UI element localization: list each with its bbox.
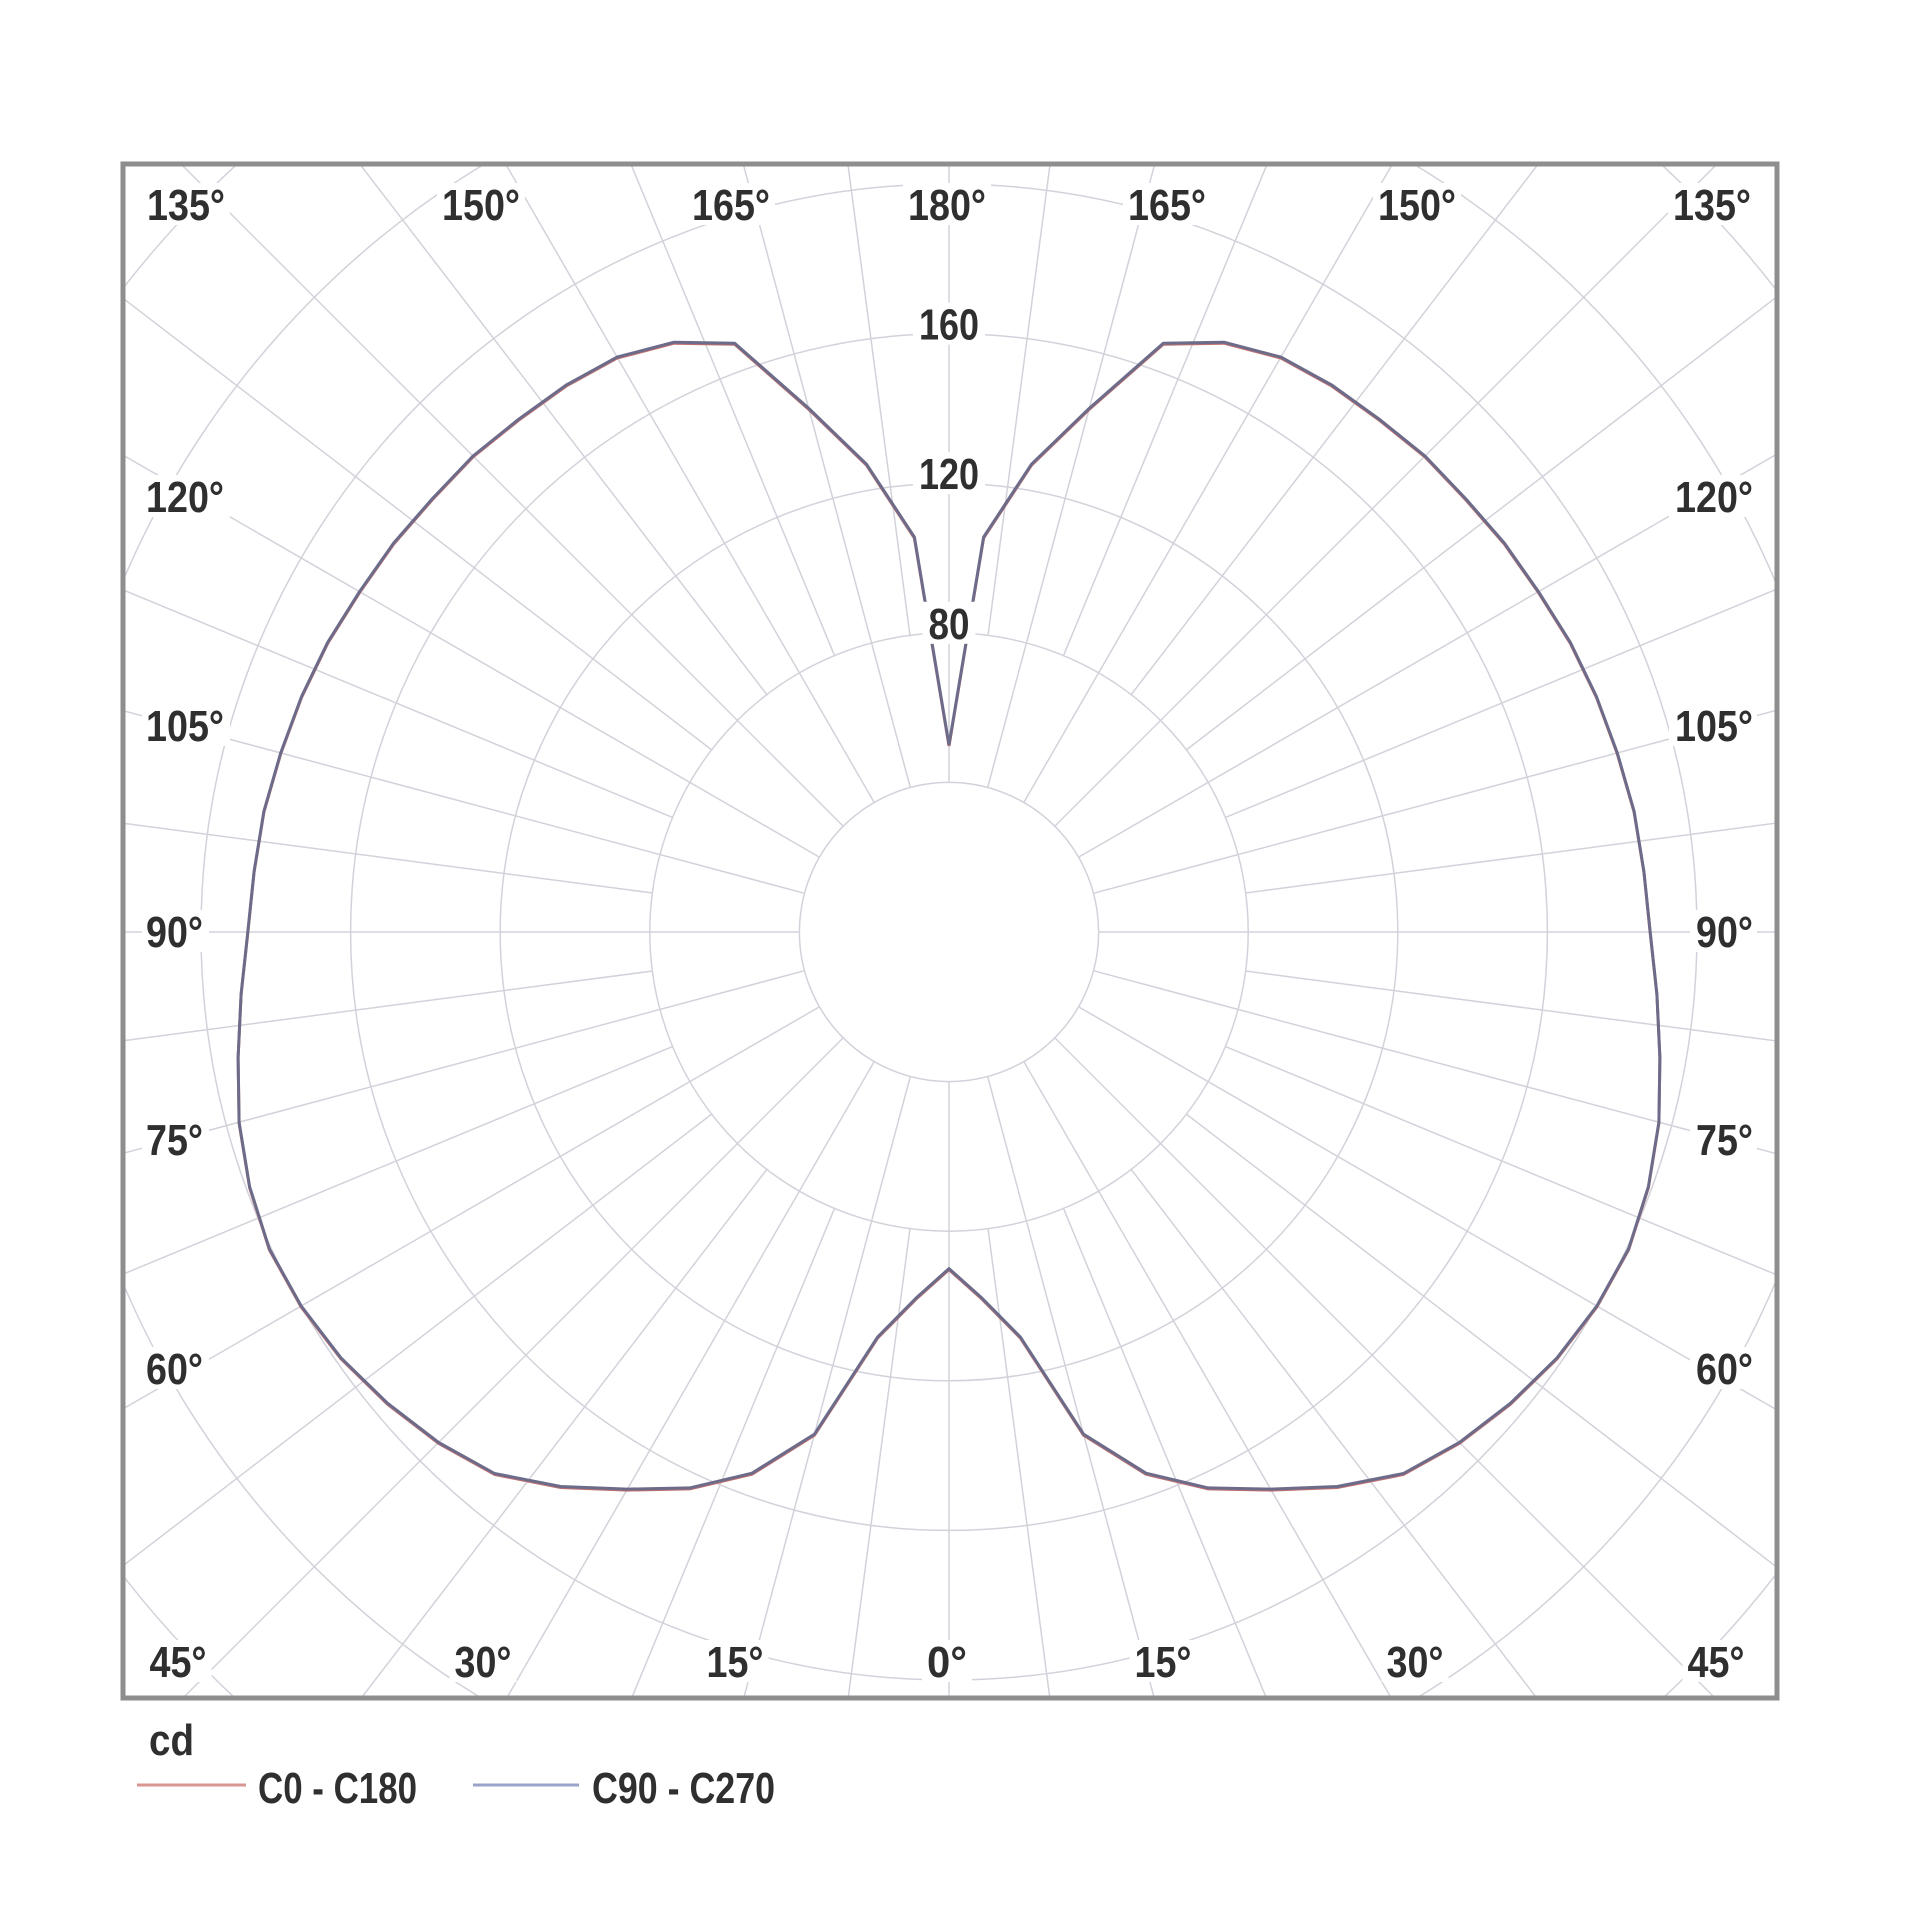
svg-text:90°: 90° xyxy=(1696,908,1753,957)
svg-text:120: 120 xyxy=(919,450,979,499)
svg-text:30°: 30° xyxy=(455,1638,512,1687)
svg-text:180°: 180° xyxy=(908,181,986,230)
svg-text:0°: 0° xyxy=(927,1638,967,1687)
svg-text:135°: 135° xyxy=(147,181,225,230)
svg-text:60°: 60° xyxy=(1696,1345,1753,1394)
svg-text:80: 80 xyxy=(929,600,970,649)
svg-text:C90 - C270: C90 - C270 xyxy=(592,1764,775,1813)
svg-text:150°: 150° xyxy=(442,181,520,230)
svg-text:120°: 120° xyxy=(1675,473,1753,522)
svg-text:160: 160 xyxy=(919,301,979,350)
svg-text:150°: 150° xyxy=(1378,181,1456,230)
svg-text:165°: 165° xyxy=(1128,181,1206,230)
svg-text:90°: 90° xyxy=(146,908,203,957)
svg-text:45°: 45° xyxy=(150,1638,207,1687)
svg-text:75°: 75° xyxy=(146,1116,203,1165)
svg-text:45°: 45° xyxy=(1688,1638,1745,1687)
svg-text:120°: 120° xyxy=(146,473,224,522)
svg-text:60°: 60° xyxy=(146,1345,203,1394)
svg-text:C0 - C180: C0 - C180 xyxy=(258,1764,417,1813)
svg-text:75°: 75° xyxy=(1696,1116,1753,1165)
svg-text:15°: 15° xyxy=(1135,1638,1192,1687)
svg-text:105°: 105° xyxy=(1675,702,1753,751)
svg-text:105°: 105° xyxy=(146,702,224,751)
svg-text:135°: 135° xyxy=(1673,181,1751,230)
svg-text:165°: 165° xyxy=(692,181,770,230)
svg-text:cd: cd xyxy=(149,1716,194,1765)
svg-text:15°: 15° xyxy=(707,1638,764,1687)
svg-text:30°: 30° xyxy=(1387,1638,1444,1687)
